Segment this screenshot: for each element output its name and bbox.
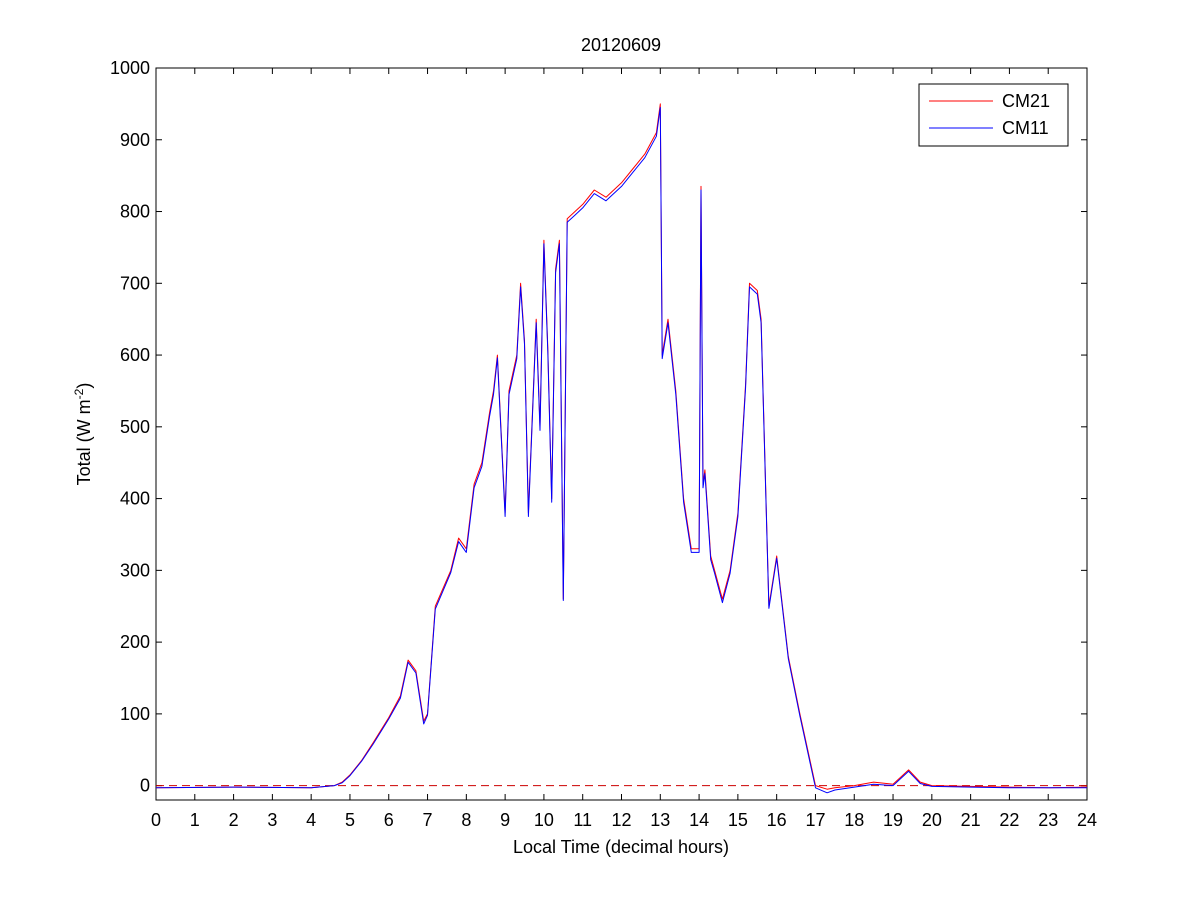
x-tick-label: 7 xyxy=(423,810,433,830)
y-tick-label: 600 xyxy=(120,345,150,365)
x-tick-label: 11 xyxy=(573,810,592,830)
y-tick-label: 100 xyxy=(120,704,150,724)
y-tick-label: 800 xyxy=(120,202,150,222)
series-layer xyxy=(155,103,1088,794)
x-tick-label: 1 xyxy=(190,810,200,830)
x-tick-label: 24 xyxy=(1077,810,1097,830)
x-tick-label: 15 xyxy=(728,810,748,830)
x-tick-label: 0 xyxy=(151,810,161,830)
y-axis: 0 100 200 300 400 500 600 700 800 900 1000 xyxy=(110,58,1087,796)
x-tick-label: 21 xyxy=(961,810,981,830)
x-tick-label: 9 xyxy=(500,810,510,830)
y-axis-label-main: Total (W m xyxy=(74,399,94,485)
x-tick-label: 5 xyxy=(345,810,355,830)
x-tick-label: 3 xyxy=(267,810,277,830)
legend: CM21 CM11 xyxy=(918,83,1069,147)
x-tick-label: 13 xyxy=(650,810,670,830)
y-axis-label-close: ) xyxy=(74,383,94,389)
x-tick-label: 12 xyxy=(611,810,631,830)
y-axis-label-sup: -2 xyxy=(72,388,86,399)
x-tick-label: 20 xyxy=(922,810,942,830)
x-tick-label: 6 xyxy=(384,810,394,830)
legend-label-cm21: CM21 xyxy=(1002,91,1050,111)
x-tick-label: 17 xyxy=(805,810,825,830)
x-tick-label: 2 xyxy=(229,810,239,830)
x-tick-label: 8 xyxy=(461,810,471,830)
x-axis-label: Local Time (decimal hours) xyxy=(513,837,729,857)
y-tick-label: 0 xyxy=(140,776,150,796)
x-tick-label: 22 xyxy=(999,810,1019,830)
x-tick-label: 10 xyxy=(534,810,554,830)
y-axis-label: Total (W m-2) xyxy=(72,383,94,486)
y-tick-label: 200 xyxy=(120,632,150,652)
x-tick-label: 14 xyxy=(689,810,709,830)
y-tick-label: 500 xyxy=(120,417,150,437)
x-tick-label: 4 xyxy=(306,810,316,830)
y-tick-label: 700 xyxy=(120,273,150,293)
legend-box xyxy=(918,83,1069,147)
legend-label-cm11: CM11 xyxy=(1002,118,1049,138)
x-axis: 0 1 2 3 4 5 6 7 8 9 10 11 12 13 14 15 16 17 18 19 20 21 22 23 24 xyxy=(151,68,1097,830)
x-tick-label: 19 xyxy=(883,810,903,830)
y-tick-label: 1000 xyxy=(110,58,150,78)
x-tick-label: 18 xyxy=(844,810,864,830)
y-tick-label: 900 xyxy=(120,130,150,150)
x-tick-label: 23 xyxy=(1038,810,1058,830)
chart-title: 20120609 xyxy=(581,35,661,55)
x-tick-label: 16 xyxy=(767,810,787,830)
y-tick-label: 400 xyxy=(120,489,150,509)
y-tick-label: 300 xyxy=(120,560,150,580)
series-line-cm11 xyxy=(155,107,1087,794)
